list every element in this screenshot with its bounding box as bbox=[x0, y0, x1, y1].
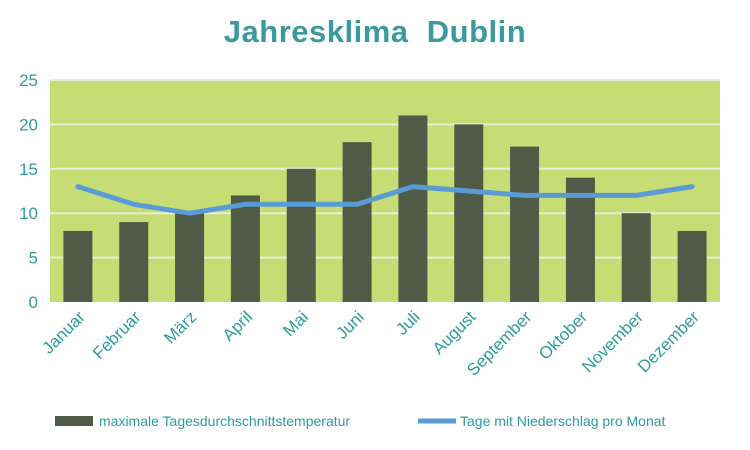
x-tick-label: Mai bbox=[279, 307, 312, 340]
y-tick-label: 25 bbox=[19, 71, 38, 90]
x-tick-label: Juni bbox=[332, 307, 367, 342]
x-tick-label: Februar bbox=[89, 307, 145, 363]
line-series bbox=[75, 184, 695, 216]
chart-title: Jahresklima Dublin bbox=[223, 14, 527, 49]
x-tick-label: März bbox=[160, 307, 200, 347]
x-tick-label: August bbox=[429, 307, 480, 358]
bar-februar bbox=[119, 222, 149, 302]
bar-märz bbox=[175, 213, 205, 302]
plot-background bbox=[50, 80, 720, 302]
bar-juli bbox=[398, 115, 428, 303]
x-tick-label: Januar bbox=[39, 307, 89, 357]
bar-mai bbox=[286, 168, 316, 302]
legend-label-bar: maximale Tagesdurchschnittstemperatur bbox=[99, 413, 350, 429]
y-tick-label: 5 bbox=[29, 249, 38, 268]
bar-oktober bbox=[565, 177, 595, 302]
grid-lines bbox=[50, 79, 720, 259]
legend-swatch-bar bbox=[55, 416, 93, 426]
y-axis-ticks: 0 5 10 15 20 25 bbox=[19, 71, 38, 312]
bar-dezember bbox=[677, 230, 707, 302]
bar-januar bbox=[63, 230, 93, 302]
y-tick-label: 15 bbox=[19, 160, 38, 179]
y-tick-label: 10 bbox=[19, 204, 38, 223]
y-tick-label: 20 bbox=[19, 115, 38, 134]
legend: maximale Tagesdurchschnittstemperatur Tag… bbox=[55, 413, 666, 429]
x-tick-label: Dezember bbox=[634, 307, 703, 376]
line-path bbox=[75, 184, 695, 216]
x-tick-label: Oktober bbox=[535, 307, 591, 363]
plot-area bbox=[50, 80, 720, 302]
legend-label-line: Tage mit Niederschlag pro Monat bbox=[460, 413, 666, 429]
bar-juni bbox=[342, 142, 372, 302]
x-axis-ticks: Januar Februar März April Mai Juni Juli AugustS… bbox=[39, 307, 704, 379]
bar-september bbox=[510, 146, 540, 302]
x-tick-label: April bbox=[219, 307, 256, 344]
bar-april bbox=[230, 195, 260, 302]
x-tick-label: Juli bbox=[392, 307, 423, 338]
bar-november bbox=[621, 213, 651, 302]
bar-august bbox=[454, 124, 484, 303]
bar-series bbox=[63, 115, 707, 303]
y-tick-label: 0 bbox=[29, 293, 38, 312]
